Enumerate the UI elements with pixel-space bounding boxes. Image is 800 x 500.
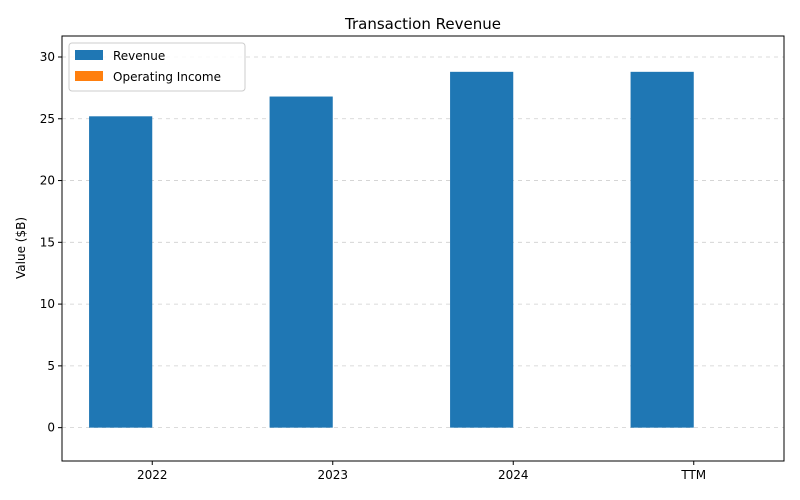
legend-label: Revenue [113,49,165,63]
bars [89,71,694,428]
y-tick-label: 10 [40,297,55,311]
x-tick-label: 2022 [137,468,168,482]
legend-box [68,42,246,92]
bar-revenue [450,71,514,428]
y-tick-label: 25 [40,112,55,126]
bar-revenue [269,96,333,428]
legend-swatch [75,71,103,81]
y-tick-label: 20 [40,174,55,188]
legend-label: Operating Income [113,70,221,84]
y-axis-label: Value ($B) [14,217,28,279]
y-tick-label: 5 [47,359,55,373]
x-axis-ticks: 2022 2023 2024 TTM [137,461,706,482]
y-tick-label: 0 [47,421,55,435]
chart-title: Transaction Revenue [344,15,501,33]
bar-revenue [630,71,694,428]
y-tick-label: 30 [40,50,55,64]
legend: Revenue Operating Income [68,42,246,92]
legend-swatch [75,50,103,60]
y-tick-label: 15 [40,235,55,249]
bar-revenue [89,116,153,428]
x-tick-label: TTM [680,468,706,482]
y-axis-ticks: 0 5 10 15 20 25 30 [40,50,62,435]
x-tick-label: 2024 [498,468,529,482]
x-tick-label: 2023 [317,468,348,482]
plot-frame [61,35,785,462]
